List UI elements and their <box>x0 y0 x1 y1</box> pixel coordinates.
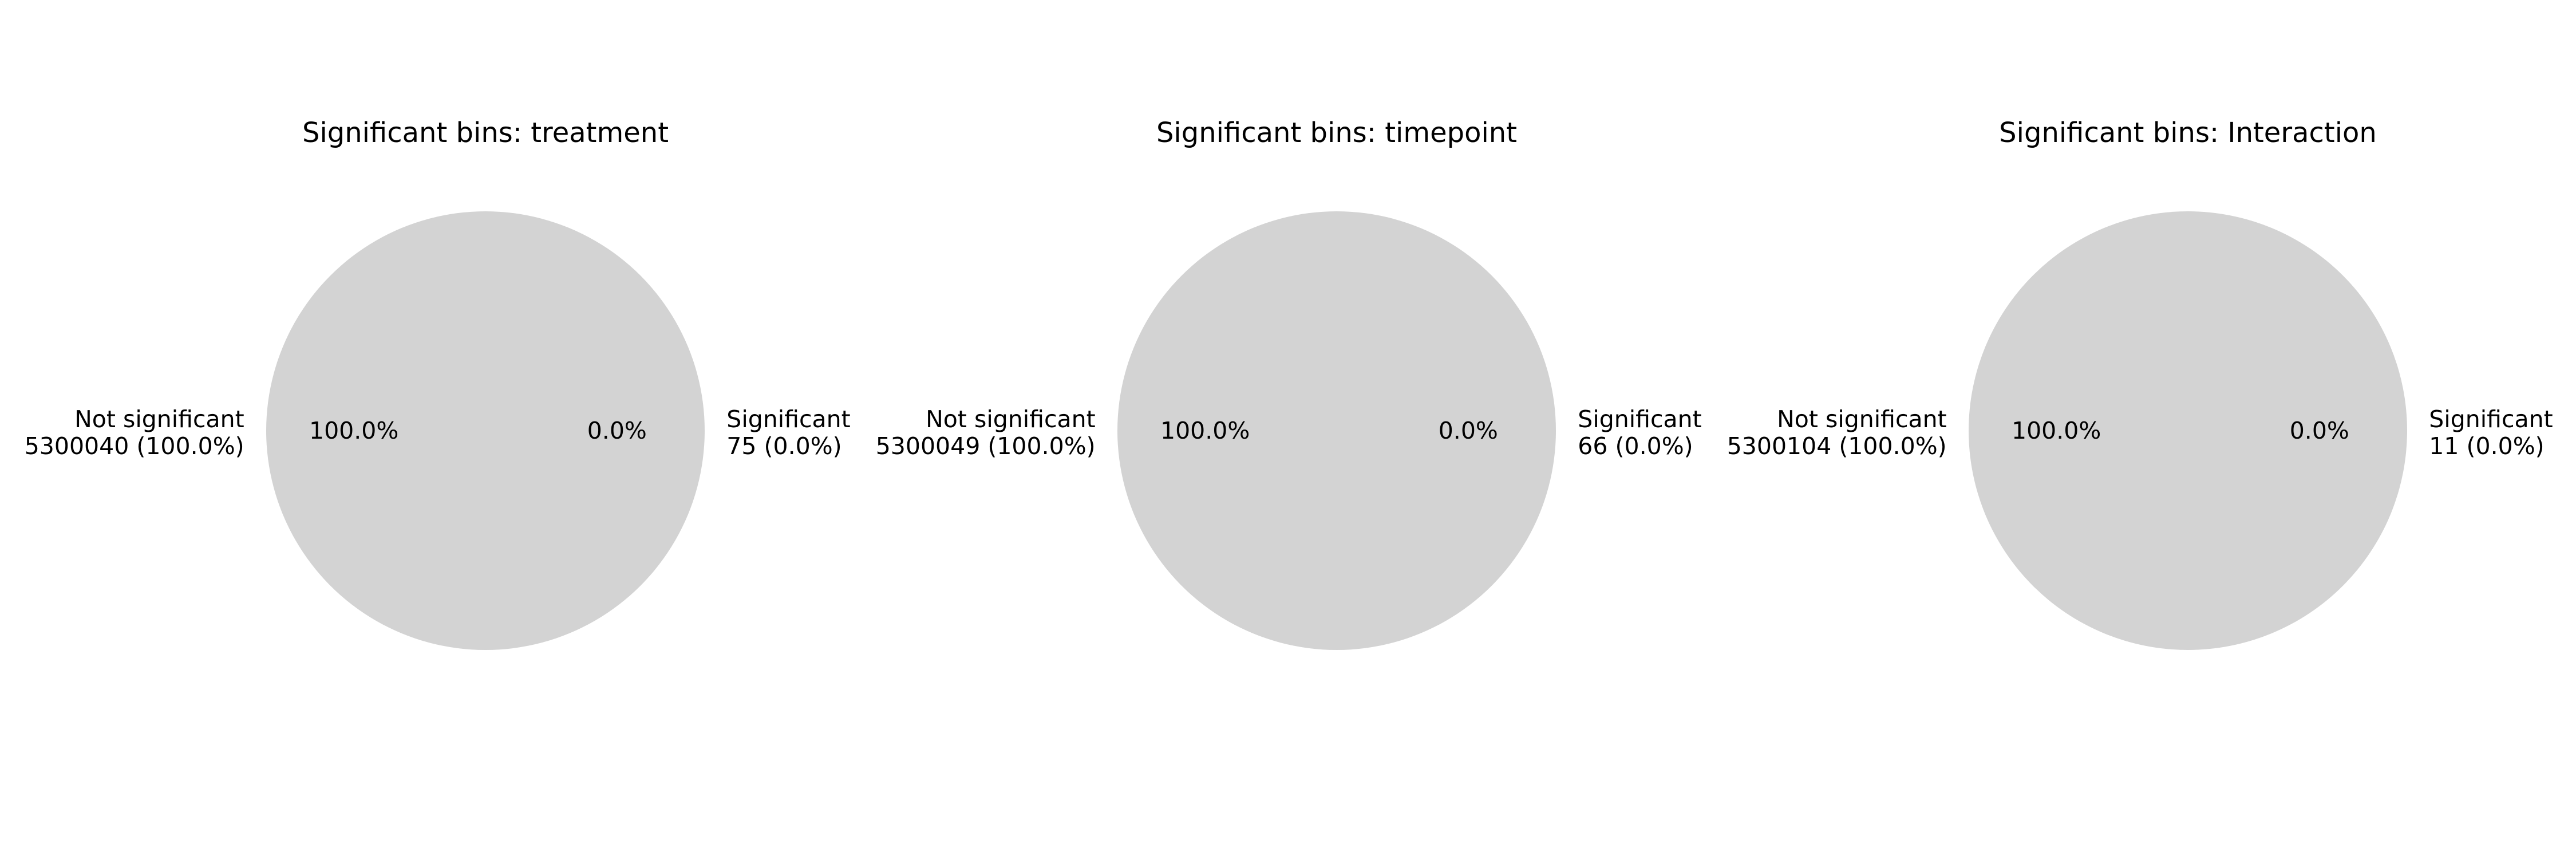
slice-label: Significant 75 (0.0%) <box>726 405 850 460</box>
slice-label: Not significant 5300104 (100.0%) <box>1727 405 1947 460</box>
pie-slice-not-significant <box>266 211 705 651</box>
slice-label-name: Not significant <box>74 405 244 433</box>
slice-percent-label: 0.0% <box>1439 417 1498 444</box>
pie-chart-1: Significant bins: treatment Not significa… <box>25 117 851 651</box>
slice-label: Significant 66 (0.0%) <box>1578 405 1701 460</box>
slice-label-value: 75 (0.0%) <box>726 432 841 460</box>
pie-chart-3: Significant bins: Interaction Not signifi… <box>1727 117 2553 650</box>
pie-chart-2: Significant bins: timepoint Not significa… <box>876 117 1702 651</box>
slice-percent-label: 100.0% <box>2012 417 2101 444</box>
slice-percent-label: 100.0% <box>309 417 398 444</box>
chart-title: Significant bins: timepoint <box>1156 117 1517 149</box>
slice-label: Not significant 5300040 (100.0%) <box>25 405 244 460</box>
chart-title: Significant bins: Interaction <box>1999 117 2377 149</box>
pie-slice-not-significant <box>1117 211 1556 651</box>
slice-label: Significant 11 (0.0%) <box>2429 405 2553 460</box>
slice-label-value: 11 (0.0%) <box>2429 432 2544 460</box>
slice-label: Not significant 5300049 (100.0%) <box>876 405 1096 460</box>
slice-label-name: Significant <box>726 405 850 433</box>
slice-percent-label: 0.0% <box>2290 417 2349 444</box>
slice-label-name: Significant <box>2429 405 2553 433</box>
slice-label-name: Not significant <box>1777 405 1947 433</box>
slice-label-name: Not significant <box>926 405 1096 433</box>
slice-label-value: 5300104 (100.0%) <box>1727 432 1947 460</box>
slice-label-name: Significant <box>1578 405 1701 433</box>
slice-label-value: 5300040 (100.0%) <box>25 432 244 460</box>
slice-percent-label: 100.0% <box>1160 417 1250 444</box>
slice-label-value: 5300049 (100.0%) <box>876 432 1096 460</box>
slice-label-value: 66 (0.0%) <box>1578 432 1693 460</box>
slice-percent-label: 0.0% <box>587 417 647 444</box>
chart-title: Significant bins: treatment <box>302 117 669 149</box>
